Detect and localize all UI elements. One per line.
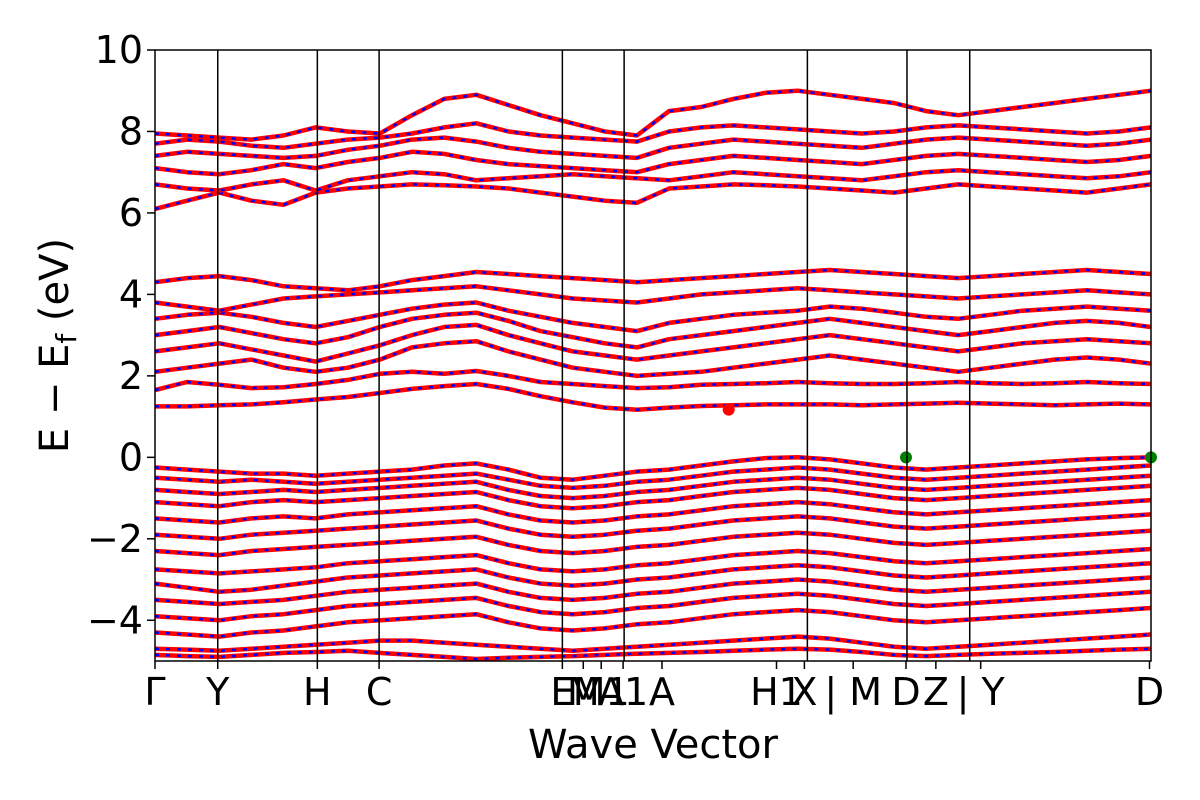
band-line-spin-down xyxy=(154,498,1152,524)
band-line-spin-down xyxy=(154,89,1152,141)
y-tick-label: 0 xyxy=(119,435,143,479)
band-line-spin-down xyxy=(154,301,1152,333)
y-axis-label-unit: (eV) xyxy=(32,238,78,334)
band-line-spin-down xyxy=(154,150,1152,176)
band-line-spin-up xyxy=(154,267,1152,293)
band-line-spin-down xyxy=(154,168,1152,192)
y-tick-label: 2 xyxy=(119,354,143,398)
band-line-spin-down xyxy=(154,183,1152,211)
band-line-spin-down xyxy=(154,576,1152,606)
band-line-spin-up xyxy=(154,300,1152,334)
band-line-spin-down xyxy=(154,561,1152,594)
band-line-spin-down xyxy=(154,268,1152,292)
band-line-spin-up xyxy=(154,546,1152,576)
vbm-marker xyxy=(899,451,912,464)
band-line-spin-down xyxy=(154,606,1152,638)
band-line-spin-down xyxy=(154,547,1152,575)
x-tick-label: X xyxy=(791,670,817,714)
band-line-spin-down xyxy=(154,323,1152,363)
y-tick-label: 6 xyxy=(119,191,143,235)
band-line-spin-down xyxy=(154,339,1152,378)
x-tick-label: E xyxy=(550,670,574,714)
x-tick-label: Γ xyxy=(144,670,165,714)
x-tick-label: | Y xyxy=(957,670,1006,715)
band-line-spin-up xyxy=(154,88,1152,142)
y-axis-label-main: E − E xyxy=(32,344,78,454)
x-tick-label: Z xyxy=(923,670,949,714)
y-axis-ticks: −4 −2 0 2 4 6 8 10 xyxy=(87,28,155,642)
band-line-spin-up xyxy=(154,528,1152,558)
x-tick-label: D xyxy=(1135,670,1164,714)
band-line-spin-down xyxy=(154,122,1152,150)
x-tick-label: M xyxy=(567,670,600,714)
band-line-spin-down xyxy=(154,464,1152,490)
band-edge-markers xyxy=(722,403,1157,464)
y-axis-label-subscript: f xyxy=(50,333,83,344)
y-tick-label: 4 xyxy=(119,272,143,316)
x-axis-label: Wave Vector xyxy=(528,722,779,768)
band-line-spin-down xyxy=(154,513,1152,541)
band-line-spin-down xyxy=(155,382,1152,411)
band-line-spin-down xyxy=(154,633,1152,653)
band-line-spin-down xyxy=(154,136,1152,160)
high-symmetry-lines xyxy=(216,50,971,661)
band-line-spin-down xyxy=(154,529,1152,557)
x-tick-label: C xyxy=(366,670,393,714)
band-line-spin-up xyxy=(154,284,1152,313)
y-tick-label: 10 xyxy=(95,28,143,72)
band-line-spin-up xyxy=(154,121,1152,151)
band-line-spin-down xyxy=(154,484,1152,510)
x-tick-label: | M xyxy=(824,670,882,715)
y-tick-label: −2 xyxy=(87,517,143,561)
band-line-spin-down xyxy=(154,311,1152,349)
band-line-spin-up xyxy=(154,632,1152,654)
x-tick-label: H1 xyxy=(750,670,803,714)
band-line-spin-down xyxy=(154,285,1152,312)
y-tick-label: −4 xyxy=(87,598,143,642)
x-tick-label: H xyxy=(303,670,332,714)
x-tick-label: A xyxy=(649,670,675,714)
band-line-spin-down xyxy=(154,590,1152,622)
x-tick-label: M1 xyxy=(573,670,630,714)
plot-frame xyxy=(154,49,1152,662)
band-lines xyxy=(154,88,1152,662)
y-axis-label: E − Ef (eV) xyxy=(32,238,83,453)
x-tick-label: Y xyxy=(205,670,230,714)
x-tick-label: D xyxy=(891,670,920,714)
band-line-spin-down xyxy=(154,456,1152,481)
x-tick-label: A1 xyxy=(598,670,648,714)
band-line-spin-down xyxy=(154,647,1152,661)
band-line-spin-down xyxy=(154,369,1152,392)
band-line-spin-down xyxy=(154,474,1152,500)
y-tick-label: 8 xyxy=(119,109,143,153)
cbm-marker xyxy=(722,403,735,416)
